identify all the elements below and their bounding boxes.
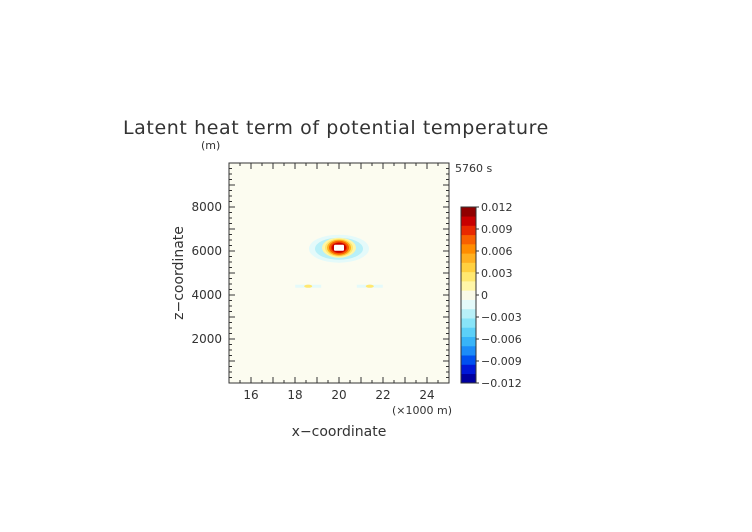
plot-area: 16 18 20 22 24 2000 4000 6000 8000: [191, 162, 450, 402]
plot-background: [229, 163, 449, 383]
y-tick-label: 6000: [191, 244, 222, 258]
x-tick-label: 22: [375, 388, 390, 402]
y-tick-label: 8000: [191, 200, 222, 214]
x-unit-label: (×1000 m): [392, 404, 452, 417]
colorbar-tick-label: −0.012: [481, 377, 522, 390]
contour-features: [295, 234, 383, 288]
colorbar-tick-label: 0.009: [481, 223, 513, 236]
y-tick-label: 2000: [191, 332, 222, 346]
colorbar-segment: [461, 373, 476, 384]
colorbar-tick-label: 0: [481, 289, 488, 302]
colorbar-segment: [461, 234, 476, 245]
colorbar-segment: [461, 262, 476, 273]
colorbar-segment: [461, 216, 476, 226]
y-axis-ticks: 2000 4000 6000 8000: [191, 162, 449, 384]
x-axis-ticks: 16 18 20 22 24: [228, 163, 450, 402]
colorbar-segment: [461, 225, 476, 236]
colorbar-tick-label: 0.006: [481, 245, 513, 258]
x-axis-label: x−coordinate: [292, 424, 387, 440]
colorbar-segment: [461, 336, 476, 347]
colorbar-segment: [461, 308, 476, 319]
colorbar-segment: [461, 253, 476, 263]
colorbar-segment: [461, 364, 476, 375]
colorbar-segment: [461, 290, 476, 300]
x-tick-label: 16: [243, 388, 258, 402]
colorbar-segment: [461, 355, 476, 365]
colorbar-segment: [461, 327, 476, 337]
colorbar-segment: [461, 271, 476, 282]
colorbar-tick-label: −0.009: [481, 355, 522, 368]
colorbar-tick-label: 0.003: [481, 267, 513, 280]
y-axis-label: z−coordinate: [171, 226, 187, 320]
chart-title: Latent heat term of potential temperatur…: [123, 117, 549, 139]
y-unit-label: (m): [201, 139, 220, 152]
colorbar-tick-label: −0.003: [481, 311, 522, 324]
colorbar-segment: [461, 318, 476, 328]
weak-heating-spot: [365, 284, 374, 288]
colorbar-tick-label: 0.012: [481, 201, 513, 214]
colorbar-segment: [461, 244, 476, 254]
y-tick-label: 4000: [191, 288, 222, 302]
weak-heating-spot: [304, 284, 313, 288]
x-tick-label: 18: [287, 388, 302, 402]
colorbar-tick-label: −0.006: [481, 333, 522, 346]
x-tick-label: 20: [331, 388, 346, 402]
colorbar-segment: [461, 281, 476, 291]
time-label: 5760 s: [455, 162, 492, 175]
colorbar: 0.012 0.009 0.006 0.003 0 −0.003 −0.006 −0.009 −…: [460, 201, 522, 390]
colorbar-segment: [461, 345, 476, 356]
colorbar-segment: [461, 207, 476, 217]
saturated-core: [334, 244, 344, 251]
colorbar-segment: [461, 299, 476, 310]
x-tick-label: 24: [419, 388, 434, 402]
